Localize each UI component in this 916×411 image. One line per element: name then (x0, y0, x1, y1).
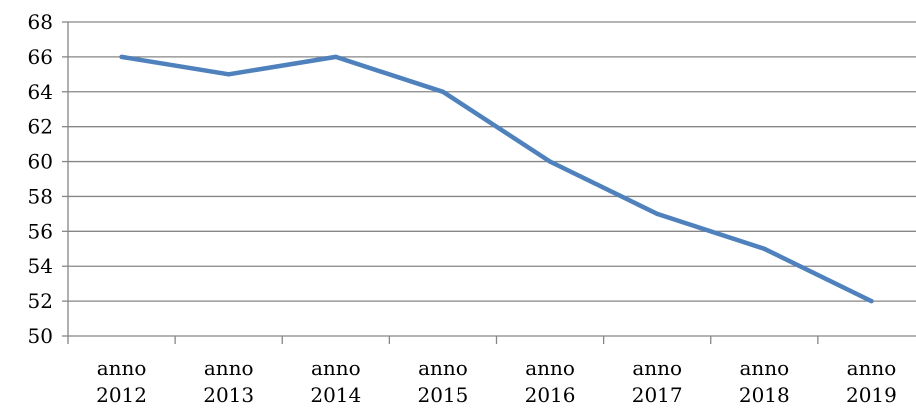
x-tick-label-line: anno (418, 356, 468, 380)
data-point-anno-2013 (226, 72, 231, 77)
y-tick-label: 58 (28, 184, 53, 208)
data-point-anno-2015 (440, 89, 446, 94)
x-tick-label-line: anno (525, 356, 575, 380)
x-tick-label-line: anno (847, 356, 897, 380)
x-tick-label-anno-2019: anno 2019 (846, 356, 897, 407)
x-tick-label-line: 2014 (310, 383, 361, 407)
x-tick-label-line: 2016 (525, 383, 576, 407)
x-tick-label-anno-2014: anno 2014 (310, 356, 361, 407)
x-tick-label-line: anno (739, 356, 789, 380)
data-point-anno-2014 (333, 54, 339, 60)
y-tick-label: 62 (28, 115, 53, 139)
data-point-anno-2017 (654, 211, 660, 217)
x-tick-label-line: anno (97, 356, 147, 380)
y-axis-tick-labels: 50 52 54 56 58 60 62 64 66 68 (28, 10, 53, 348)
x-tick-label-line: anno (204, 356, 254, 380)
x-tick-label-line: 2015 (417, 383, 468, 407)
y-tick-label: 56 (28, 219, 53, 243)
x-tick-label-anno-2018: anno 2018 (739, 356, 790, 407)
series-line-0 (119, 54, 874, 304)
x-tick-label-anno-2012: anno 2012 (96, 356, 147, 407)
data-point-anno-2019 (869, 298, 874, 304)
data-point-anno-2012 (119, 54, 124, 60)
x-axis-tick-labels: anno 2012 anno 2013 anno 2014 anno 2015 anno 2016… (96, 356, 897, 407)
x-tick-label-anno-2013: anno 2013 (203, 356, 254, 407)
data-point-anno-2018 (762, 246, 767, 251)
axes (62, 21, 916, 344)
x-tick-label-line: 2013 (203, 383, 254, 407)
x-tick-label-line: anno (311, 356, 361, 380)
data-point-anno-2016 (547, 159, 553, 164)
y-tick-label: 50 (28, 324, 53, 348)
x-tick-label-anno-2017: anno 2017 (632, 356, 683, 407)
y-tick-label: 52 (28, 289, 53, 313)
x-tick-label-line: 2017 (632, 383, 683, 407)
y-tick-label: 54 (28, 254, 53, 278)
x-tick-label-anno-2015: anno 2015 (417, 356, 468, 407)
y-tick-label: 68 (28, 10, 53, 34)
series-group (119, 54, 874, 304)
x-tick-label-line: anno (632, 356, 682, 380)
y-tick-label: 60 (28, 150, 53, 174)
x-tick-label-line: 2019 (846, 383, 897, 407)
x-tick-label-anno-2016: anno 2016 (525, 356, 576, 407)
x-tick-label-line: 2012 (96, 383, 147, 407)
x-tick-label-line: 2018 (739, 383, 790, 407)
y-tick-label: 66 (28, 45, 53, 69)
y-tick-label: 64 (28, 80, 53, 104)
